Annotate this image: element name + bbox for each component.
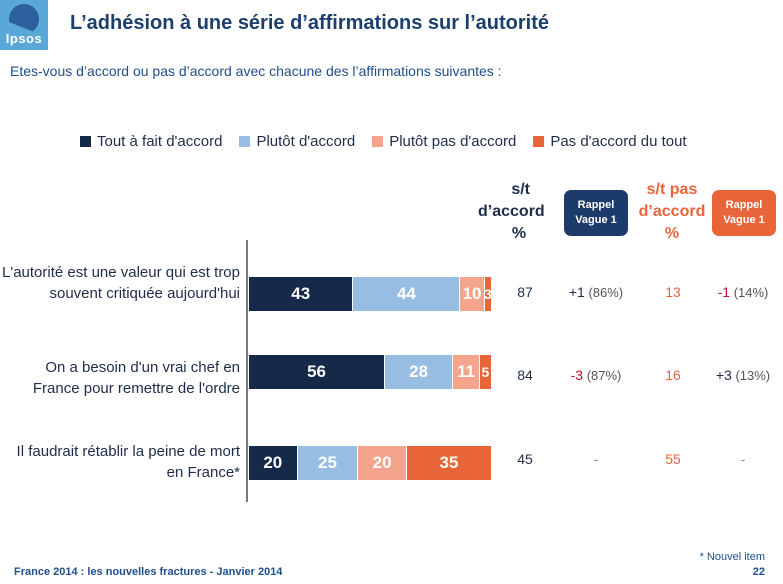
legend-swatch xyxy=(80,136,91,147)
badge-line: Rappel xyxy=(725,199,763,211)
header-line: s/t xyxy=(511,181,530,198)
legend-item-pas-du-tout: Pas d'accord du tout xyxy=(533,133,687,150)
badge-rappel-vague1: Rappel Vague 1 xyxy=(564,190,628,236)
delta-value: -1 xyxy=(717,284,731,300)
bar-value-label: 35 xyxy=(439,453,459,472)
bar-value-label: 3 xyxy=(484,286,492,302)
st-pas-accord-value: 13 xyxy=(665,284,681,300)
header-line: % xyxy=(664,225,680,242)
bar-value-label: 43 xyxy=(291,284,311,303)
row-label-peine-de-mort: Il faudrait rétablir la peine de mort en… xyxy=(16,443,240,481)
st-pas-accord-value: 55 xyxy=(665,451,681,467)
chart-legend: Tout à fait d'accord Plutôt d'accord Plu… xyxy=(80,133,704,150)
header-st-accord: s/t d’accord % xyxy=(478,179,545,245)
ipsos-logo: Ipsos xyxy=(0,0,48,50)
previous-value: (87%) xyxy=(583,368,622,383)
bar-value-label: 28 xyxy=(409,362,429,381)
legend-label: Pas d'accord du tout xyxy=(550,133,687,150)
chart-axis-line xyxy=(246,240,248,502)
header-line: d’accord xyxy=(638,203,706,220)
previous-value: (14%) xyxy=(730,285,769,300)
delta-value: +1 xyxy=(568,284,585,300)
bar-value-label: 20 xyxy=(372,453,392,472)
rappel-accord-value: - xyxy=(556,451,636,467)
legend-swatch xyxy=(239,136,251,147)
header-line: % xyxy=(511,225,527,242)
bar-segment: 35 xyxy=(406,446,492,480)
rappel-accord-value: -3 (87%) xyxy=(556,367,636,383)
bar-row: 43 44 10 3 xyxy=(249,277,492,311)
badge-rappel-vague1-2: Rappel Vague 1 xyxy=(712,190,776,236)
st-accord-value: 84 xyxy=(517,367,533,383)
st-accord-value: 45 xyxy=(517,451,533,467)
legend-label: Tout à fait d'accord xyxy=(97,133,223,150)
page-subtitle: Etes-vous d’accord ou pas d’accord avec … xyxy=(10,63,502,79)
page-number: 22 xyxy=(752,566,765,578)
st-pas-accord-value: 16 xyxy=(665,367,681,383)
bar-segment: 20 xyxy=(358,446,407,480)
rappel-pas-accord-value: +3 (13%) xyxy=(703,367,783,383)
previous-value: (86%) xyxy=(584,285,624,300)
page-title: L’adhésion à une série d’affirmations su… xyxy=(70,12,550,34)
bar-segment: 25 xyxy=(297,446,359,480)
legend-item-plutot-pas: Plutôt pas d'accord xyxy=(372,133,516,150)
legend-swatch xyxy=(533,136,545,147)
row-label-vrai-chef: On a besoin d'un vrai chef en France pou… xyxy=(32,359,240,397)
bar-segment: 28 xyxy=(385,355,454,389)
bar-segment: 56 xyxy=(249,355,386,389)
badge-line: Vague 1 xyxy=(575,214,617,226)
badge-line: Vague 1 xyxy=(723,214,765,226)
bar-value-label: 10 xyxy=(462,284,482,303)
header-line: s/t pas xyxy=(646,181,698,198)
legend-label: Plutôt d'accord xyxy=(256,133,356,150)
logo-text: Ipsos xyxy=(5,31,43,46)
bar-value-label: 11 xyxy=(456,362,475,381)
delta-value: - xyxy=(593,451,599,467)
footnote: * Nouvel item xyxy=(699,551,765,563)
bar-segment: 10 xyxy=(460,277,485,311)
bar-value-label: 5 xyxy=(481,364,490,380)
legend-item-plutot: Plutôt d'accord xyxy=(239,133,355,150)
delta-value: +3 xyxy=(715,367,732,383)
bar-value-label: 25 xyxy=(318,453,337,472)
delta-value: -3 xyxy=(570,367,584,383)
legend-swatch xyxy=(372,136,384,147)
row-label-autorite: L'autorité est une valeur qui est trop s… xyxy=(1,264,240,302)
logo-shape-icon xyxy=(9,4,39,34)
bar-value-label: 44 xyxy=(396,284,416,303)
rappel-pas-accord-value: - xyxy=(703,451,783,467)
rappel-pas-accord-value: -1 (14%) xyxy=(703,284,783,300)
legend-item-tout-a-fait: Tout à fait d'accord xyxy=(80,133,222,150)
header-line: d’accord xyxy=(478,203,545,220)
bar-value-label: 56 xyxy=(307,362,326,381)
bar-segment: 11 xyxy=(453,355,480,389)
footer-source: France 2014 : les nouvelles fractures - … xyxy=(14,566,283,578)
bar-row: 56 28 11 5 xyxy=(249,355,492,389)
bar-value-label: 20 xyxy=(263,453,283,472)
delta-value: - xyxy=(740,451,746,467)
bar-segment: 44 xyxy=(353,277,461,311)
bar-segment: 20 xyxy=(249,446,298,480)
bar-row: 20 25 20 35 xyxy=(249,446,492,480)
bar-segment: 5 xyxy=(479,355,492,389)
legend-label: Plutôt pas d'accord xyxy=(389,133,517,150)
bar-segment: 43 xyxy=(249,277,354,311)
bar-segment: 3 xyxy=(484,277,492,311)
previous-value: (13%) xyxy=(731,368,771,383)
badge-line: Rappel xyxy=(577,199,615,211)
header-st-pas-accord: s/t pas d’accord % xyxy=(636,179,708,245)
rappel-accord-value: +1 (86%) xyxy=(556,284,636,300)
st-accord-value: 87 xyxy=(517,284,533,300)
